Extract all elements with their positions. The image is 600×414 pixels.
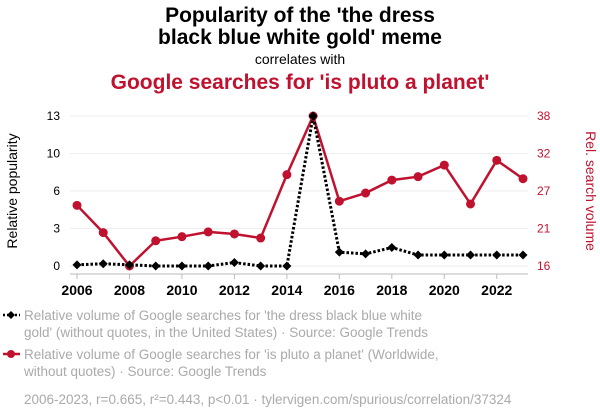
y-left-label: Relative popularity xyxy=(4,133,20,248)
connector-text: correlates with xyxy=(255,51,345,67)
data-point-pluto xyxy=(439,160,449,170)
data-point-pluto xyxy=(334,196,344,206)
data-point-dress xyxy=(413,250,423,260)
data-point-dress xyxy=(177,261,187,271)
data-point-pluto xyxy=(361,188,371,198)
y-left-tick-label: 6 xyxy=(53,184,60,198)
y-right-tick-label: 16 xyxy=(537,259,551,273)
x-tick-label: 2006 xyxy=(61,282,92,298)
data-point-dress xyxy=(308,111,318,121)
y-left-tick-label: 13 xyxy=(47,109,61,123)
legend-1-line1: Relative volume of Google searches for '… xyxy=(24,308,422,323)
data-point-pluto xyxy=(282,170,292,180)
data-point-pluto xyxy=(229,229,239,239)
data-point-pluto xyxy=(72,200,82,210)
x-tick-label: 2014 xyxy=(271,282,302,298)
data-point-dress xyxy=(229,258,239,268)
y-right-tick-label: 27 xyxy=(537,184,551,198)
data-point-pluto xyxy=(256,233,266,243)
data-point-dress xyxy=(72,260,82,270)
data-point-dress xyxy=(466,250,476,260)
data-point-dress xyxy=(334,247,344,257)
y-right-tick-label: 32 xyxy=(537,147,551,161)
y-left-tick-label: 0 xyxy=(53,259,60,273)
data-point-pluto xyxy=(413,172,423,182)
data-point-dress xyxy=(439,250,449,260)
legend: Relative volume of Google searches for '… xyxy=(3,308,439,379)
footer: 2006-2023, r=0.665, r²=0.443, p<0.01 · t… xyxy=(24,392,512,407)
data-point-dress xyxy=(256,261,266,271)
y-right-tick-label: 21 xyxy=(537,222,551,236)
data-point-dress xyxy=(124,260,134,270)
data-point-dress xyxy=(492,250,502,260)
x-tick-label: 2020 xyxy=(429,282,460,298)
data-point-pluto xyxy=(492,155,502,165)
data-point-pluto xyxy=(151,236,161,246)
data-point-pluto xyxy=(98,228,108,238)
title-line2: black blue white gold' meme xyxy=(158,26,442,49)
x-tick-label: 2018 xyxy=(376,282,407,298)
data-point-dress xyxy=(203,261,213,271)
x-tick-label: 2022 xyxy=(481,282,512,298)
x-tick-label: 2012 xyxy=(219,282,250,298)
y-right-tick-label: 38 xyxy=(537,109,551,123)
data-point-pluto xyxy=(203,227,213,237)
series-line-pluto xyxy=(76,112,524,268)
x-tick-label: 2008 xyxy=(114,282,145,298)
data-point-dress xyxy=(518,250,528,260)
legend-1-line2: gold' (without quotes, in the United Sta… xyxy=(24,325,428,340)
data-point-pluto xyxy=(466,199,476,209)
data-point-dress xyxy=(282,261,292,271)
x-tick-label: 2016 xyxy=(324,282,355,298)
legend-circle-marker xyxy=(7,350,15,358)
data-point-dress xyxy=(387,243,397,253)
legend-2-line2: without quotes) · Source: Google Trends xyxy=(23,364,267,379)
data-point-pluto xyxy=(518,174,528,184)
y-left-tick-label: 3 xyxy=(53,222,60,236)
data-point-dress xyxy=(151,261,161,271)
y-right-label: Rel. search volume xyxy=(583,131,599,251)
data-point-pluto xyxy=(387,175,397,185)
legend-diamond-marker xyxy=(7,311,15,319)
title-line1: Popularity of the 'the dress xyxy=(165,4,435,27)
data-point-dress xyxy=(361,249,371,259)
data-point-pluto xyxy=(177,232,187,242)
x-tick-label: 2010 xyxy=(166,282,197,298)
subtitle: Google searches for 'is pluto a planet' xyxy=(111,71,490,94)
data-point-dress xyxy=(98,259,108,269)
legend-2-line1: Relative volume of Google searches for '… xyxy=(24,347,439,362)
y-left-tick-label: 10 xyxy=(47,147,61,161)
